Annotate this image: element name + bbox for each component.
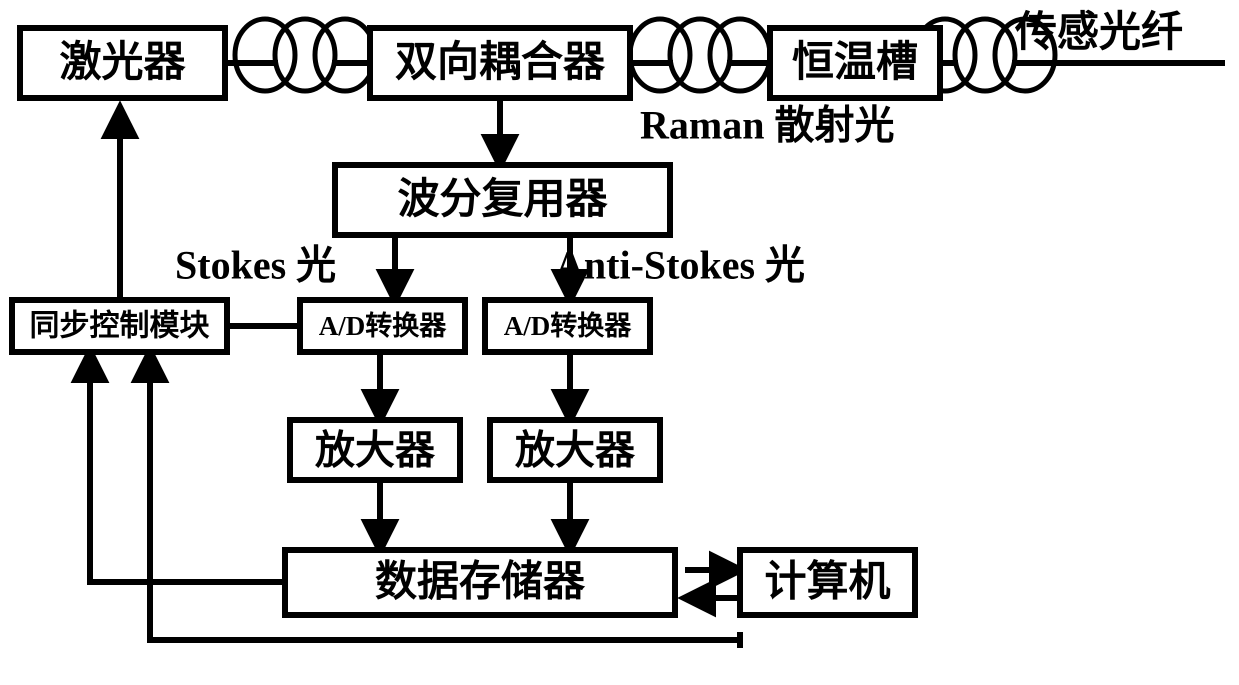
fiber-coil-icon: [235, 19, 375, 91]
box-label-amp1: 放大器: [315, 428, 436, 473]
box-label-sync: 同步控制模块: [30, 310, 210, 343]
fiber-coil-icon: [630, 19, 770, 91]
label-stokes: Stokes 光: [175, 243, 336, 288]
box-label-laser: 激光器: [59, 39, 186, 86]
box-adc1: A/D转换器: [300, 300, 465, 352]
box-label-amp2: 放大器: [515, 428, 636, 473]
box-laser: 激光器: [20, 28, 225, 98]
label-fiber: 传感光纤: [1014, 9, 1183, 56]
box-wdm: 波分复用器: [335, 165, 670, 235]
box-amp2: 放大器: [490, 420, 660, 480]
box-adc2: A/D转换器: [485, 300, 650, 352]
box-amp1: 放大器: [290, 420, 460, 480]
box-storage: 数据存储器: [285, 550, 675, 615]
box-label-bath: 恒温槽: [792, 39, 918, 86]
box-label-computer: 计算机: [764, 559, 890, 606]
box-computer: 计算机: [740, 550, 915, 615]
box-label-adc1: A/D转换器: [319, 311, 447, 341]
box-label-storage: 数据存储器: [375, 559, 586, 606]
arrow-polyline: [90, 352, 285, 582]
box-coupler: 双向耦合器: [370, 28, 630, 98]
box-bath: 恒温槽: [770, 28, 940, 98]
box-sync: 同步控制模块: [12, 300, 227, 352]
box-label-wdm: 波分复用器: [397, 176, 608, 223]
box-label-coupler: 双向耦合器: [395, 39, 606, 86]
label-raman: Raman 散射光: [640, 103, 894, 148]
label-antistokes: Anti-Stokes 光: [555, 243, 805, 288]
box-label-adc2: A/D转换器: [504, 311, 632, 341]
